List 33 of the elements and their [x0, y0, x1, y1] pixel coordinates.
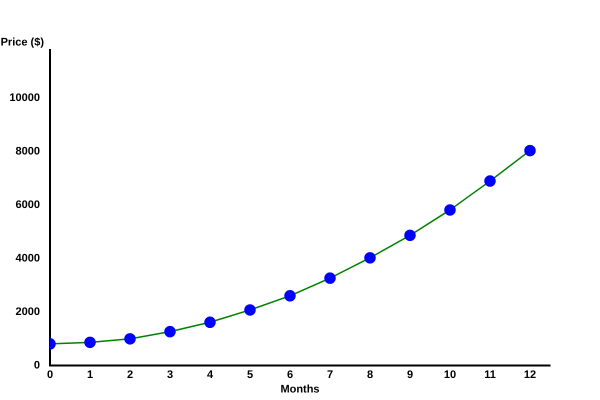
- x-tick-label: 10: [444, 369, 456, 382]
- point: [324, 272, 336, 284]
- x-tick-label: 4: [206, 369, 214, 382]
- point: [84, 336, 96, 348]
- y-tick-label: 0: [34, 360, 40, 372]
- point: [204, 316, 216, 328]
- x-axis-title: Months: [280, 383, 320, 396]
- point: [164, 326, 176, 338]
- y-tick-label: 8000: [16, 146, 40, 158]
- point: [124, 333, 136, 345]
- x-tick-label: 11: [484, 369, 496, 382]
- x-tick-label: 5: [246, 369, 254, 382]
- point: [244, 304, 256, 316]
- x-tick-label: 3: [166, 369, 174, 382]
- y-tick-label: 6000: [16, 199, 40, 212]
- point: [284, 290, 296, 302]
- y-tick-label: 2000: [16, 306, 40, 318]
- y-tick-label: 4000: [16, 252, 40, 265]
- y-axis-title: Price ($): [0, 36, 44, 49]
- point: [444, 204, 456, 216]
- x-tick-label: 9: [406, 369, 414, 382]
- x-tick-label: 12: [524, 369, 536, 382]
- x-tick-label: 8: [366, 369, 374, 382]
- y-tick-label: 10000: [9, 92, 40, 104]
- x-tick-label: 0: [46, 369, 54, 382]
- x-tick-label: 1: [86, 369, 94, 382]
- x-tick-label: 2: [126, 369, 134, 382]
- point: [404, 230, 416, 242]
- point: [484, 175, 496, 187]
- x-tick-label: 7: [326, 369, 334, 382]
- point: [524, 144, 536, 156]
- point: [364, 252, 376, 264]
- x-tick-label: 6: [286, 369, 294, 382]
